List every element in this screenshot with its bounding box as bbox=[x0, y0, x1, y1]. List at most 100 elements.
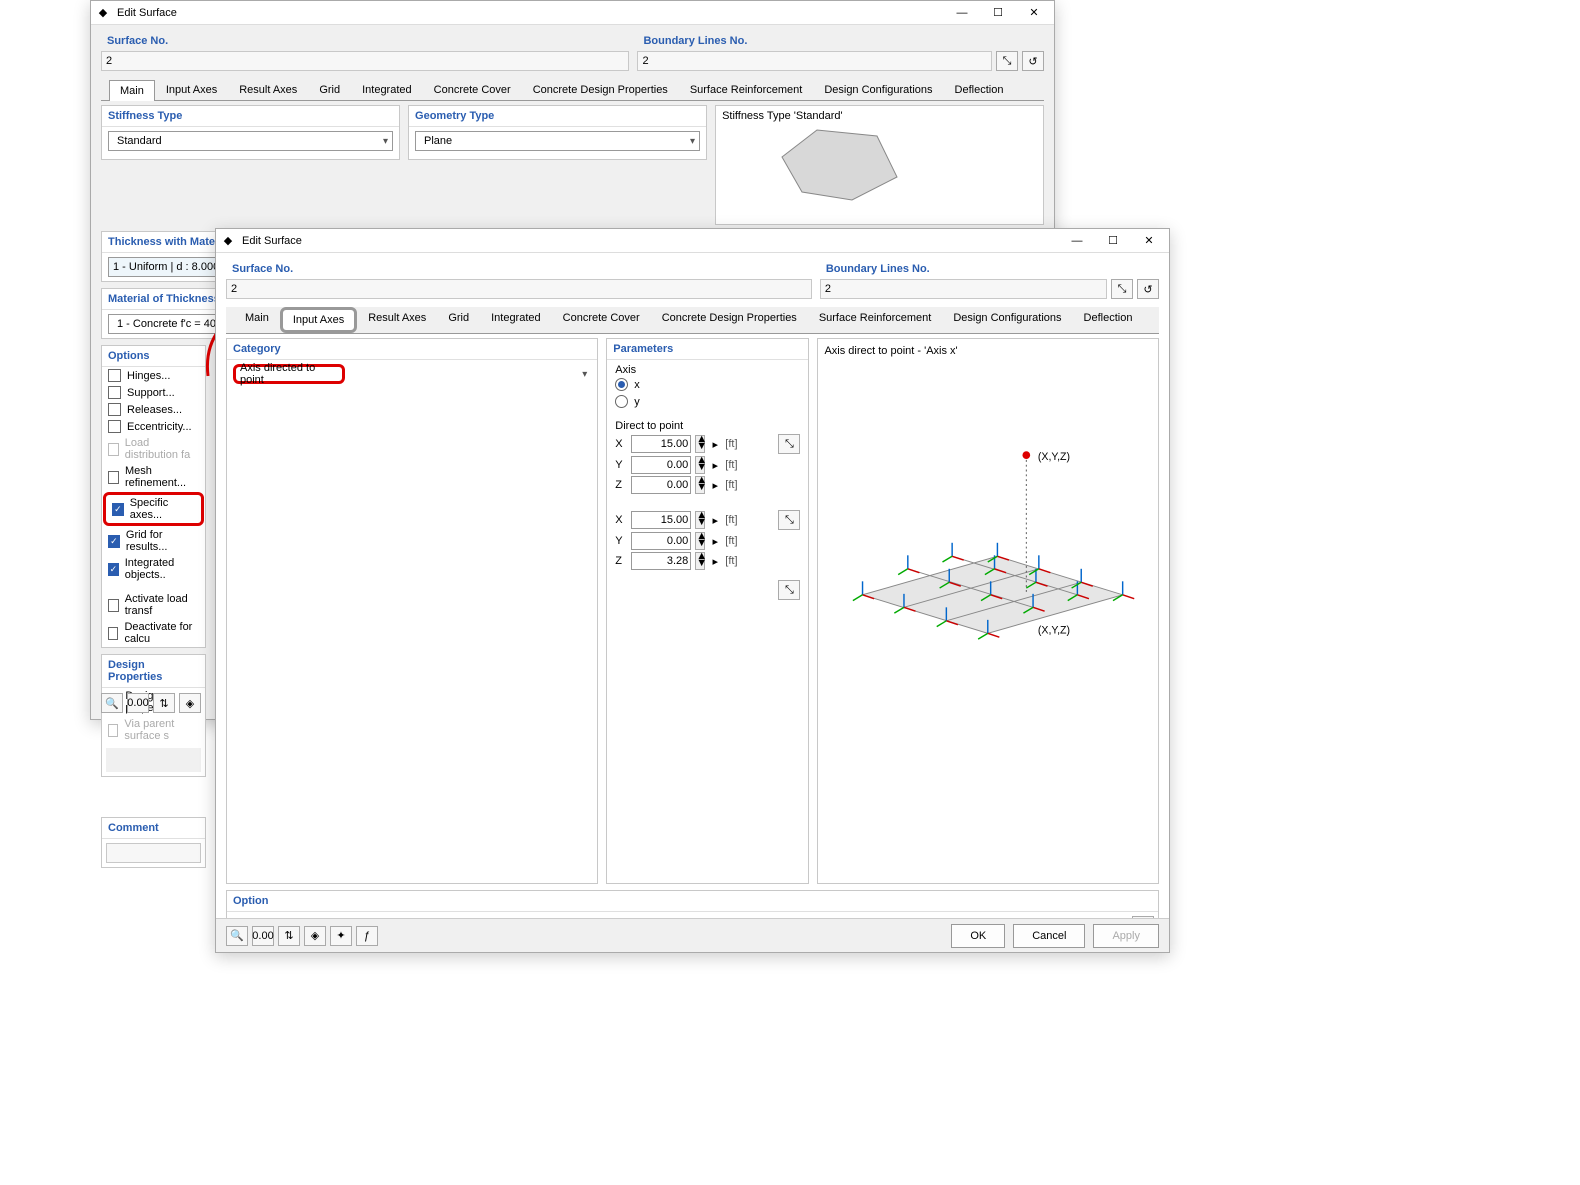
maximize-button[interactable]: ☐ bbox=[988, 5, 1008, 21]
xyz-label-1: (X,Y,Z) bbox=[1038, 451, 1070, 463]
option-hinges-[interactable]: Hinges... bbox=[102, 367, 205, 384]
edit-surface-window-front: ◆ Edit Surface — ☐ ✕ Surface No. 2 Bound… bbox=[215, 228, 1170, 953]
coord-input-x[interactable] bbox=[631, 511, 691, 529]
tab-main[interactable]: Main bbox=[234, 307, 280, 333]
play-icon[interactable]: ▸ bbox=[709, 552, 721, 570]
close-button[interactable]: ✕ bbox=[1024, 5, 1044, 21]
tab-deflection[interactable]: Deflection bbox=[1073, 307, 1144, 333]
tab-grid[interactable]: Grid bbox=[437, 307, 480, 333]
play-icon[interactable]: ▸ bbox=[709, 435, 721, 453]
pick-lines-icon[interactable]: ⤡ bbox=[996, 51, 1018, 71]
option-support-[interactable]: Support... bbox=[102, 384, 205, 401]
close-button[interactable]: ✕ bbox=[1139, 233, 1159, 249]
window-title-front: Edit Surface bbox=[242, 235, 1067, 247]
option-activate-load-transf[interactable]: Activate load transf bbox=[102, 591, 205, 619]
minimize-button[interactable]: — bbox=[1067, 233, 1087, 249]
tab-grid[interactable]: Grid bbox=[308, 79, 351, 100]
geometry-type-select[interactable]: Plane ▾ bbox=[415, 131, 700, 151]
boundary-lines-input[interactable]: 2 bbox=[820, 279, 1107, 299]
apply-button[interactable]: Apply bbox=[1093, 924, 1159, 948]
surface-no-label: Surface No. bbox=[101, 31, 629, 51]
spinner-icon[interactable]: ▲▼ bbox=[695, 532, 705, 550]
axis-y-radio[interactable]: y bbox=[615, 393, 800, 410]
tab-concrete-cover[interactable]: Concrete Cover bbox=[552, 307, 651, 333]
toolbar-icon-3[interactable]: ⇅ bbox=[153, 693, 175, 713]
option-integrated-objects-[interactable]: Integrated objects.. bbox=[102, 555, 205, 583]
minimize-button[interactable]: — bbox=[952, 5, 972, 21]
tool-extra1-icon[interactable]: ✦ bbox=[330, 926, 352, 946]
surface-no-input[interactable]: 2 bbox=[101, 51, 629, 71]
option-deactivate-for-calcu[interactable]: Deactivate for calcu bbox=[102, 619, 205, 647]
pick-point-icon[interactable]: ⤡ bbox=[778, 580, 800, 600]
axis-x-radio[interactable]: x bbox=[615, 376, 800, 393]
boundary-lines-input[interactable]: 2 bbox=[637, 51, 992, 71]
tab-main[interactable]: Main bbox=[109, 80, 155, 101]
surface-no-label: Surface No. bbox=[226, 259, 812, 279]
tool-view-icon[interactable]: ◈ bbox=[304, 926, 326, 946]
preview-panel-front: Axis direct to point - 'Axis x' bbox=[817, 338, 1159, 884]
play-icon[interactable]: ▸ bbox=[709, 456, 721, 474]
tab-surface-reinforcement[interactable]: Surface Reinforcement bbox=[679, 79, 814, 100]
pick-coord-icon[interactable]: ⤡ bbox=[778, 434, 800, 454]
tab-input-axes[interactable]: Input Axes bbox=[280, 307, 357, 333]
play-icon[interactable]: ▸ bbox=[709, 532, 721, 550]
tab-result-axes[interactable]: Result Axes bbox=[357, 307, 437, 333]
play-icon[interactable]: ▸ bbox=[709, 476, 721, 494]
window-title-back: Edit Surface bbox=[117, 7, 952, 19]
pick-lines-icon[interactable]: ⤡ bbox=[1111, 279, 1133, 299]
preview-panel-back: Stiffness Type 'Standard' bbox=[715, 105, 1044, 225]
comment-input[interactable] bbox=[106, 843, 201, 863]
options-header: Options bbox=[102, 346, 205, 367]
toolbar-icon-2[interactable]: 0.00 bbox=[127, 693, 149, 713]
tab-design-configurations[interactable]: Design Configurations bbox=[942, 307, 1072, 333]
category-select[interactable]: Axis directed to point bbox=[233, 364, 345, 384]
tab-deflection[interactable]: Deflection bbox=[944, 79, 1015, 100]
coord-coords2-x: X▲▼▸[ft]⤡ bbox=[615, 510, 800, 530]
coord-input-x[interactable] bbox=[631, 435, 691, 453]
cancel-button[interactable]: Cancel bbox=[1013, 924, 1085, 948]
option-specific-axes-[interactable]: Specific axes... bbox=[103, 492, 204, 526]
coord-input-y[interactable] bbox=[631, 456, 691, 474]
coord-coords1-x: X▲▼▸[ft]⤡ bbox=[615, 434, 800, 454]
design-via-parent-surface-s: Via parent surface s bbox=[102, 716, 205, 744]
coord-input-z[interactable] bbox=[631, 476, 691, 494]
tab-concrete-design-properties[interactable]: Concrete Design Properties bbox=[522, 79, 679, 100]
tool-axes-icon[interactable]: ⇅ bbox=[278, 926, 300, 946]
play-icon[interactable]: ▸ bbox=[709, 511, 721, 529]
option-mesh-refinement-[interactable]: Mesh refinement... bbox=[102, 463, 205, 491]
option-grid-for-results-[interactable]: Grid for results... bbox=[102, 527, 205, 555]
spinner-icon[interactable]: ▲▼ bbox=[695, 456, 705, 474]
stiffness-type-select[interactable]: Standard ▾ bbox=[108, 131, 393, 151]
loop-icon[interactable]: ↺ bbox=[1137, 279, 1159, 299]
spinner-icon[interactable]: ▲▼ bbox=[695, 435, 705, 453]
tool-units-icon[interactable]: 0.00 bbox=[252, 926, 274, 946]
toolbar-icon-1[interactable]: 🔍 bbox=[101, 693, 123, 713]
tab-result-axes[interactable]: Result Axes bbox=[228, 79, 308, 100]
comment-header: Comment bbox=[102, 818, 205, 839]
spinner-icon[interactable]: ▲▼ bbox=[695, 511, 705, 529]
tab-integrated[interactable]: Integrated bbox=[480, 307, 552, 333]
pick-coord-icon[interactable]: ⤡ bbox=[778, 510, 800, 530]
ok-button[interactable]: OK bbox=[951, 924, 1005, 948]
tab-design-configurations[interactable]: Design Configurations bbox=[813, 79, 943, 100]
coord-input-z[interactable] bbox=[631, 552, 691, 570]
option-releases-[interactable]: Releases... bbox=[102, 401, 205, 418]
maximize-button[interactable]: ☐ bbox=[1103, 233, 1123, 249]
tool-zoom-icon[interactable]: 🔍 bbox=[226, 926, 248, 946]
spinner-icon[interactable]: ▲▼ bbox=[695, 552, 705, 570]
coord-input-y[interactable] bbox=[631, 532, 691, 550]
tab-concrete-cover[interactable]: Concrete Cover bbox=[423, 79, 522, 100]
tab-integrated[interactable]: Integrated bbox=[351, 79, 423, 100]
coord-coords1-z: Z▲▼▸[ft] bbox=[615, 476, 800, 494]
option-eccentricity-[interactable]: Eccentricity... bbox=[102, 418, 205, 435]
tool-extra2-icon[interactable]: ƒ bbox=[356, 926, 378, 946]
surface-no-input[interactable]: 2 bbox=[226, 279, 812, 299]
spinner-icon[interactable]: ▲▼ bbox=[695, 476, 705, 494]
coord-coords2-y: Y▲▼▸[ft] bbox=[615, 532, 800, 550]
tab-input-axes[interactable]: Input Axes bbox=[155, 79, 228, 100]
toolbar-icon-4[interactable]: ◈ bbox=[179, 693, 201, 713]
tab-surface-reinforcement[interactable]: Surface Reinforcement bbox=[808, 307, 943, 333]
loop-icon[interactable]: ↺ bbox=[1022, 51, 1044, 71]
category-header: Category bbox=[227, 339, 597, 360]
tab-concrete-design-properties[interactable]: Concrete Design Properties bbox=[651, 307, 808, 333]
